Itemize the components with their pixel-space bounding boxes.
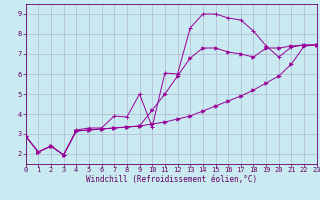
X-axis label: Windchill (Refroidissement éolien,°C): Windchill (Refroidissement éolien,°C) bbox=[86, 175, 257, 184]
